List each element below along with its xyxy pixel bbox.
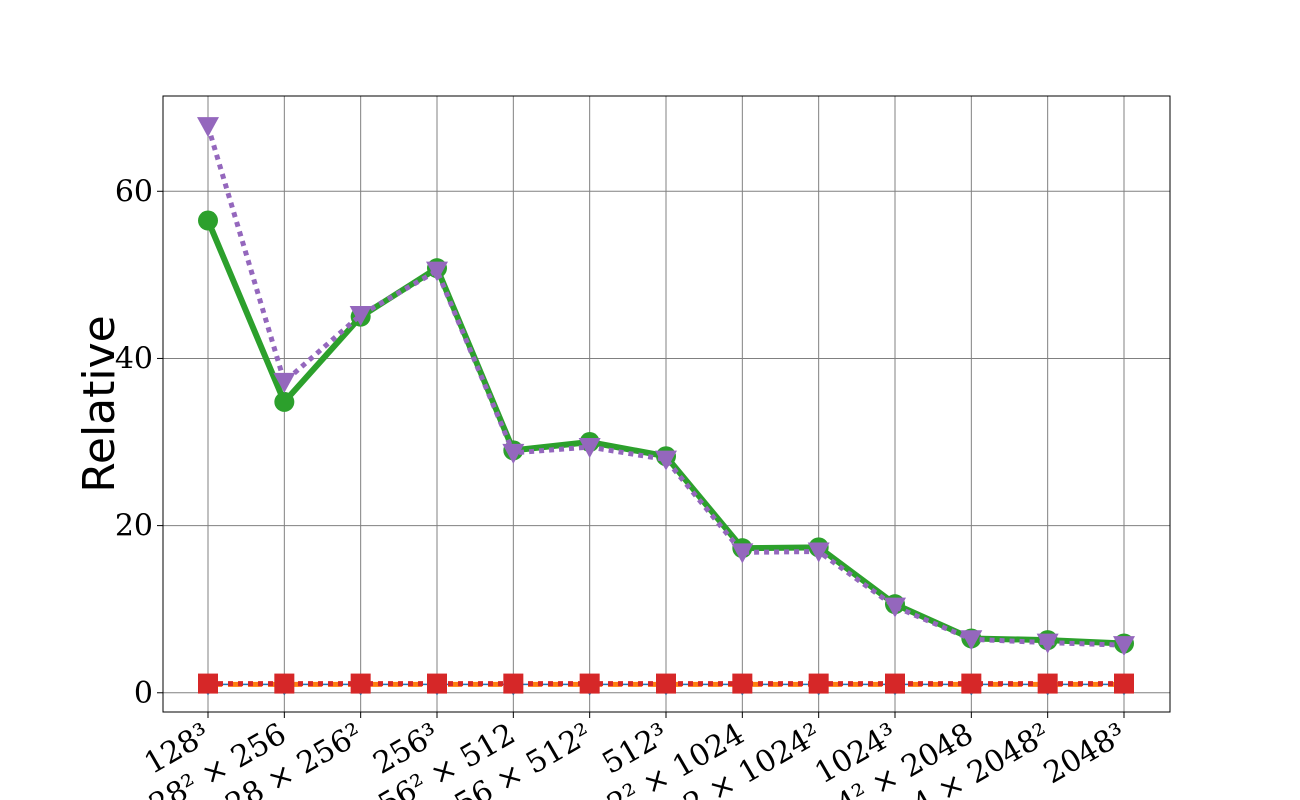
marker	[579, 673, 600, 694]
marker	[884, 597, 906, 618]
y-tick-label: 60	[115, 174, 153, 209]
marker	[1114, 673, 1134, 694]
series	[197, 117, 1135, 657]
marker	[1036, 633, 1059, 654]
plot-frame	[162, 95, 1171, 713]
marker	[960, 630, 983, 651]
marker	[656, 673, 676, 694]
y-tick-label: 20	[115, 509, 153, 544]
y-tick-label: 40	[115, 341, 153, 376]
marker	[426, 261, 448, 282]
marker	[274, 673, 295, 694]
series	[198, 673, 1134, 694]
marker	[1037, 673, 1058, 694]
marker	[655, 450, 677, 471]
marker	[273, 372, 296, 393]
marker	[808, 673, 829, 694]
marker	[1113, 636, 1135, 657]
marker	[427, 673, 447, 694]
marker	[732, 673, 753, 694]
marker	[502, 443, 525, 464]
marker	[503, 673, 524, 694]
marker	[807, 542, 830, 563]
marker	[961, 673, 982, 694]
marker	[885, 673, 905, 694]
y-axis-label: Relative	[74, 315, 125, 492]
marker	[198, 673, 218, 694]
marker	[198, 210, 218, 231]
y-tick-label: 0	[134, 676, 153, 711]
marker	[731, 543, 754, 564]
marker	[578, 438, 601, 459]
marker	[274, 391, 295, 412]
marker	[350, 673, 371, 694]
marker	[197, 117, 219, 138]
marker	[349, 305, 372, 326]
